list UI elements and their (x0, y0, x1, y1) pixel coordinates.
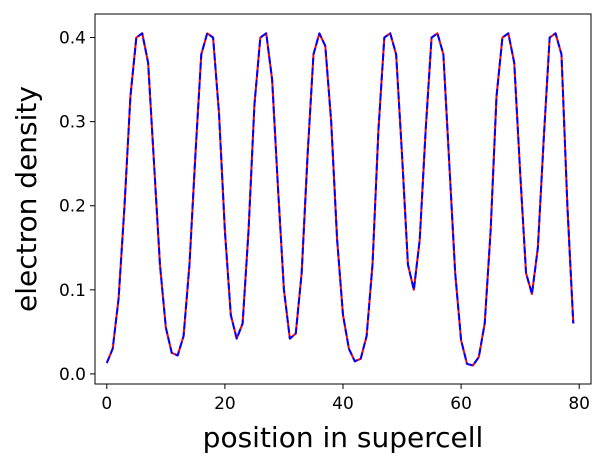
y-tick-label: 0.0 (59, 365, 86, 385)
x-tick-label: 60 (450, 394, 472, 414)
y-tick-label: 0.1 (59, 281, 86, 301)
plot-frame (94, 13, 592, 385)
y-axis-title: electron density (10, 86, 43, 312)
y-tick-label: 0.2 (59, 197, 86, 217)
x-tick-label: 0 (101, 394, 112, 414)
plot-lines (105, 32, 575, 367)
x-tick-label: 20 (214, 394, 236, 414)
x-tick-label: 40 (332, 394, 354, 414)
y-tick-label: 0.4 (59, 29, 86, 49)
y-tick-label: 0.3 (59, 113, 86, 133)
series-line-1 (105, 32, 575, 367)
x-axis-ticks: 0 20 40 60 80 (101, 384, 590, 414)
x-axis-title: position in supercell (203, 421, 484, 454)
x-tick-label: 80 (568, 394, 590, 414)
series-line-0 (105, 32, 575, 367)
y-axis-ticks: 0.0 0.1 0.2 0.3 0.4 (59, 29, 95, 385)
